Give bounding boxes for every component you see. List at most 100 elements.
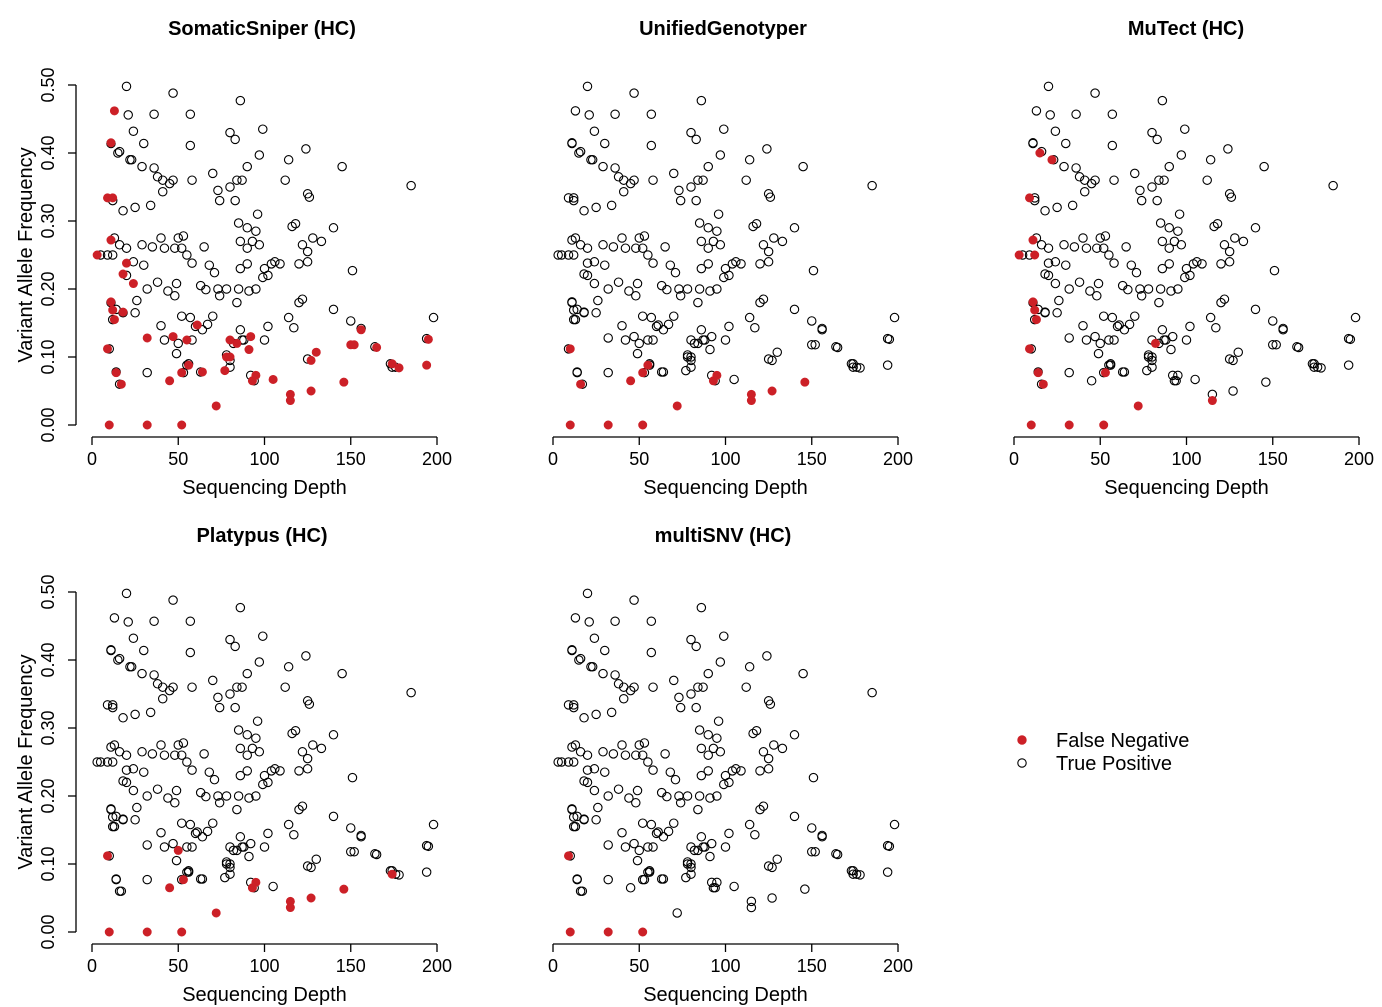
true-positive-point (568, 700, 579, 710)
true-positive-point (1136, 291, 1147, 301)
true-positive-point (629, 331, 639, 342)
true-positive-point (266, 766, 277, 776)
true-positive-point (297, 294, 308, 304)
true-positive-point (591, 815, 601, 825)
true-positive-point (1090, 175, 1100, 185)
true-positive-point (1173, 370, 1183, 381)
true-positive-point (582, 258, 593, 268)
true-positive-point (275, 766, 285, 776)
true-positive-point (283, 819, 294, 830)
true-positive-point (251, 791, 261, 801)
true-positive-point (156, 827, 166, 838)
true-positive-point (1095, 338, 1106, 349)
x-tick-label: 100 (710, 956, 740, 976)
true-positive-point (1130, 311, 1140, 321)
true-positive-point (1157, 95, 1168, 106)
true-positive-point (225, 689, 235, 699)
true-positive-point (653, 827, 663, 837)
true-positive-point (1154, 297, 1164, 308)
true-positive-point (152, 277, 163, 287)
true-positive-point (703, 750, 713, 760)
true-positive-point (758, 747, 769, 757)
true-positive-point (579, 308, 589, 318)
true-positive-point (748, 728, 758, 739)
true-positive-point (808, 772, 819, 783)
true-positive-point (230, 641, 240, 652)
true-positive-point (294, 297, 304, 308)
true-positive-point (575, 886, 586, 896)
true-positive-point (686, 862, 696, 873)
true-positive-point (406, 180, 416, 191)
true-positive-point (1043, 270, 1054, 281)
true-positive-point (1040, 308, 1050, 318)
true-positive-point (806, 316, 817, 326)
true-positive-point (328, 730, 339, 740)
true-positive-point (1205, 312, 1216, 323)
true-positive-point (698, 175, 708, 185)
false-negative-point (104, 927, 114, 937)
true-positive-point (703, 223, 713, 233)
true-positive-point (254, 657, 265, 667)
true-positive-point (168, 838, 178, 849)
y-tick-label: 0.00 (38, 914, 58, 949)
true-positive-point (1173, 226, 1183, 236)
false-negative-point (177, 420, 187, 430)
false-negative-point (168, 332, 178, 342)
false-negative-point (565, 344, 575, 354)
true-positive-point (763, 354, 774, 364)
true-positive-point (765, 699, 776, 709)
true-positive-point (283, 662, 294, 672)
false-negative-point (104, 420, 114, 430)
true-positive-point (846, 359, 857, 369)
true-positive-point (624, 286, 634, 296)
true-positive-point (176, 818, 187, 828)
true-positive-point (681, 365, 691, 376)
panel-5: multiSNV (HC) 0 50 100 150 200 Sequencing Dept… (548, 525, 913, 1006)
true-positive-point (102, 250, 113, 260)
true-positive-point (1124, 319, 1135, 330)
true-positive-point (727, 259, 738, 269)
true-positive-point (563, 757, 574, 767)
true-positive-point (142, 874, 152, 885)
true-positive-point (113, 655, 123, 665)
x-tick-label: 0 (1009, 449, 1019, 469)
true-positive-point (589, 764, 600, 774)
true-positive-point (1071, 109, 1081, 119)
true-positive-point (428, 819, 439, 830)
true-positive-point (867, 687, 877, 698)
true-positive-point (696, 743, 707, 754)
true-positive-point (1164, 223, 1175, 233)
false-negative-point (285, 903, 295, 913)
true-positive-point (693, 682, 703, 692)
true-positive-point (646, 647, 657, 658)
true-positive-point (620, 750, 631, 760)
true-positive-point (1105, 359, 1116, 369)
true-positive-point (1093, 348, 1104, 359)
true-positive-point (1174, 209, 1185, 219)
true-positive-point (719, 779, 729, 790)
y-tick-label: 0.40 (38, 642, 58, 677)
true-positive-point (290, 218, 301, 229)
true-positive-point (763, 246, 774, 257)
true-positive-point (287, 728, 297, 739)
true-positive-point (214, 798, 225, 808)
true-positive-point (228, 845, 239, 856)
true-positive-point (182, 867, 192, 877)
true-positive-point (789, 811, 800, 822)
true-positive-point (251, 733, 261, 743)
true-positive-point (126, 155, 137, 165)
true-positive-point (187, 682, 197, 692)
true-positive-point (582, 750, 593, 760)
true-positive-point (696, 325, 707, 335)
true-positive-point (163, 286, 173, 296)
true-positive-point (831, 342, 841, 352)
true-positive-point (1316, 363, 1326, 373)
true-positive-point (758, 801, 769, 811)
false-negative-point (128, 279, 138, 289)
true-positive-point (686, 869, 696, 879)
x-axis-label: Sequencing Depth (643, 984, 808, 1006)
false-negative-point (1133, 401, 1143, 411)
true-positive-point (275, 259, 285, 269)
true-positive-point (889, 819, 900, 830)
true-positive-point (183, 866, 194, 876)
